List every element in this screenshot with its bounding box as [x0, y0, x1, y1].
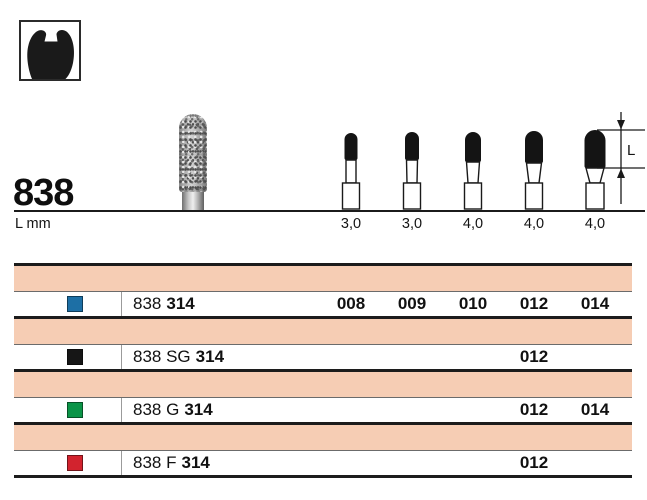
head-length-value: 4,0	[462, 216, 484, 232]
crown-symbol-box	[19, 20, 81, 81]
table-thin-rule	[14, 450, 632, 451]
iso-size-cell: 012	[519, 294, 549, 313]
grit-color-swatch	[67, 349, 83, 365]
article-name: 838 F	[133, 453, 177, 472]
article-iso-shank: 314	[184, 400, 213, 419]
grit-color-swatch	[67, 296, 83, 312]
table-divider	[14, 316, 632, 319]
article-number: 838 314	[133, 292, 195, 316]
table-row: 838 314 008 009 010 012 014	[14, 292, 632, 316]
table-thin-rule	[14, 291, 632, 292]
bur-outline-figure	[524, 131, 544, 210]
article-iso-shank: 314	[195, 347, 225, 366]
table-divider	[14, 475, 632, 478]
table-stripe	[14, 425, 632, 450]
article-number: 838 G 314	[133, 398, 213, 422]
article-number: 838 F 314	[133, 451, 210, 475]
iso-size-cell: 012	[519, 347, 549, 366]
column-separator	[121, 398, 122, 422]
table-stripe	[14, 372, 632, 397]
iso-size-cell: 009	[397, 294, 427, 313]
table-divider	[14, 369, 632, 372]
bur-shank	[182, 192, 204, 210]
iso-size-cell: 014	[580, 400, 610, 419]
article-iso-shank: 314	[166, 294, 195, 313]
article-name: 838 SG	[133, 347, 191, 366]
head-length-value: 4,0	[523, 216, 545, 232]
bur-outline-figure	[584, 130, 606, 210]
article-number: 838 SG 314	[133, 345, 224, 369]
table-row: 838 SG 314 012	[14, 345, 632, 369]
article-name: 838	[133, 294, 162, 313]
header-baseline-rule	[14, 210, 645, 212]
arrow-up-icon	[617, 168, 625, 178]
bur-outline-figure	[463, 132, 483, 210]
head-length-value: 3,0	[401, 216, 423, 232]
bur-outline-figure	[402, 132, 422, 210]
article-iso-shank: 314	[181, 453, 210, 472]
table-divider	[14, 422, 632, 425]
article-name: 838 G	[133, 400, 180, 419]
arrow-down-icon	[617, 120, 625, 130]
grit-color-swatch	[67, 455, 83, 471]
table-thin-rule	[14, 344, 632, 345]
dimension-L-indicator: L	[597, 112, 645, 204]
iso-size-cell: 012	[519, 453, 549, 472]
iso-size-cell: 008	[336, 294, 366, 313]
column-separator	[121, 292, 122, 316]
iso-size-cell: 012	[519, 400, 549, 419]
diamond-bur-photo	[177, 114, 209, 210]
head-length-value: 3,0	[340, 216, 362, 232]
column-separator	[121, 345, 122, 369]
table-stripe	[14, 319, 632, 344]
length-unit-label: L mm	[15, 216, 51, 232]
bur-outline-figure	[341, 133, 361, 210]
bur-diamond-coating	[179, 114, 207, 192]
column-separator	[121, 451, 122, 475]
iso-size-cell: 014	[580, 294, 610, 313]
table-row: 838 G 314 012 014	[14, 398, 632, 422]
dimension-label: L	[627, 142, 635, 159]
head-length-value: 4,0	[584, 216, 606, 232]
size-table: 838 314 008 009 010 012 014 838 SG 314 012	[14, 263, 632, 478]
iso-size-cell: 010	[458, 294, 488, 313]
grit-color-swatch	[67, 402, 83, 418]
product-number: 838	[13, 172, 74, 214]
table-row: 838 F 314 012	[14, 451, 632, 475]
table-thin-rule	[14, 397, 632, 398]
table-divider	[14, 263, 632, 266]
table-stripe	[14, 266, 632, 291]
tooth-crown-icon	[27, 29, 75, 79]
